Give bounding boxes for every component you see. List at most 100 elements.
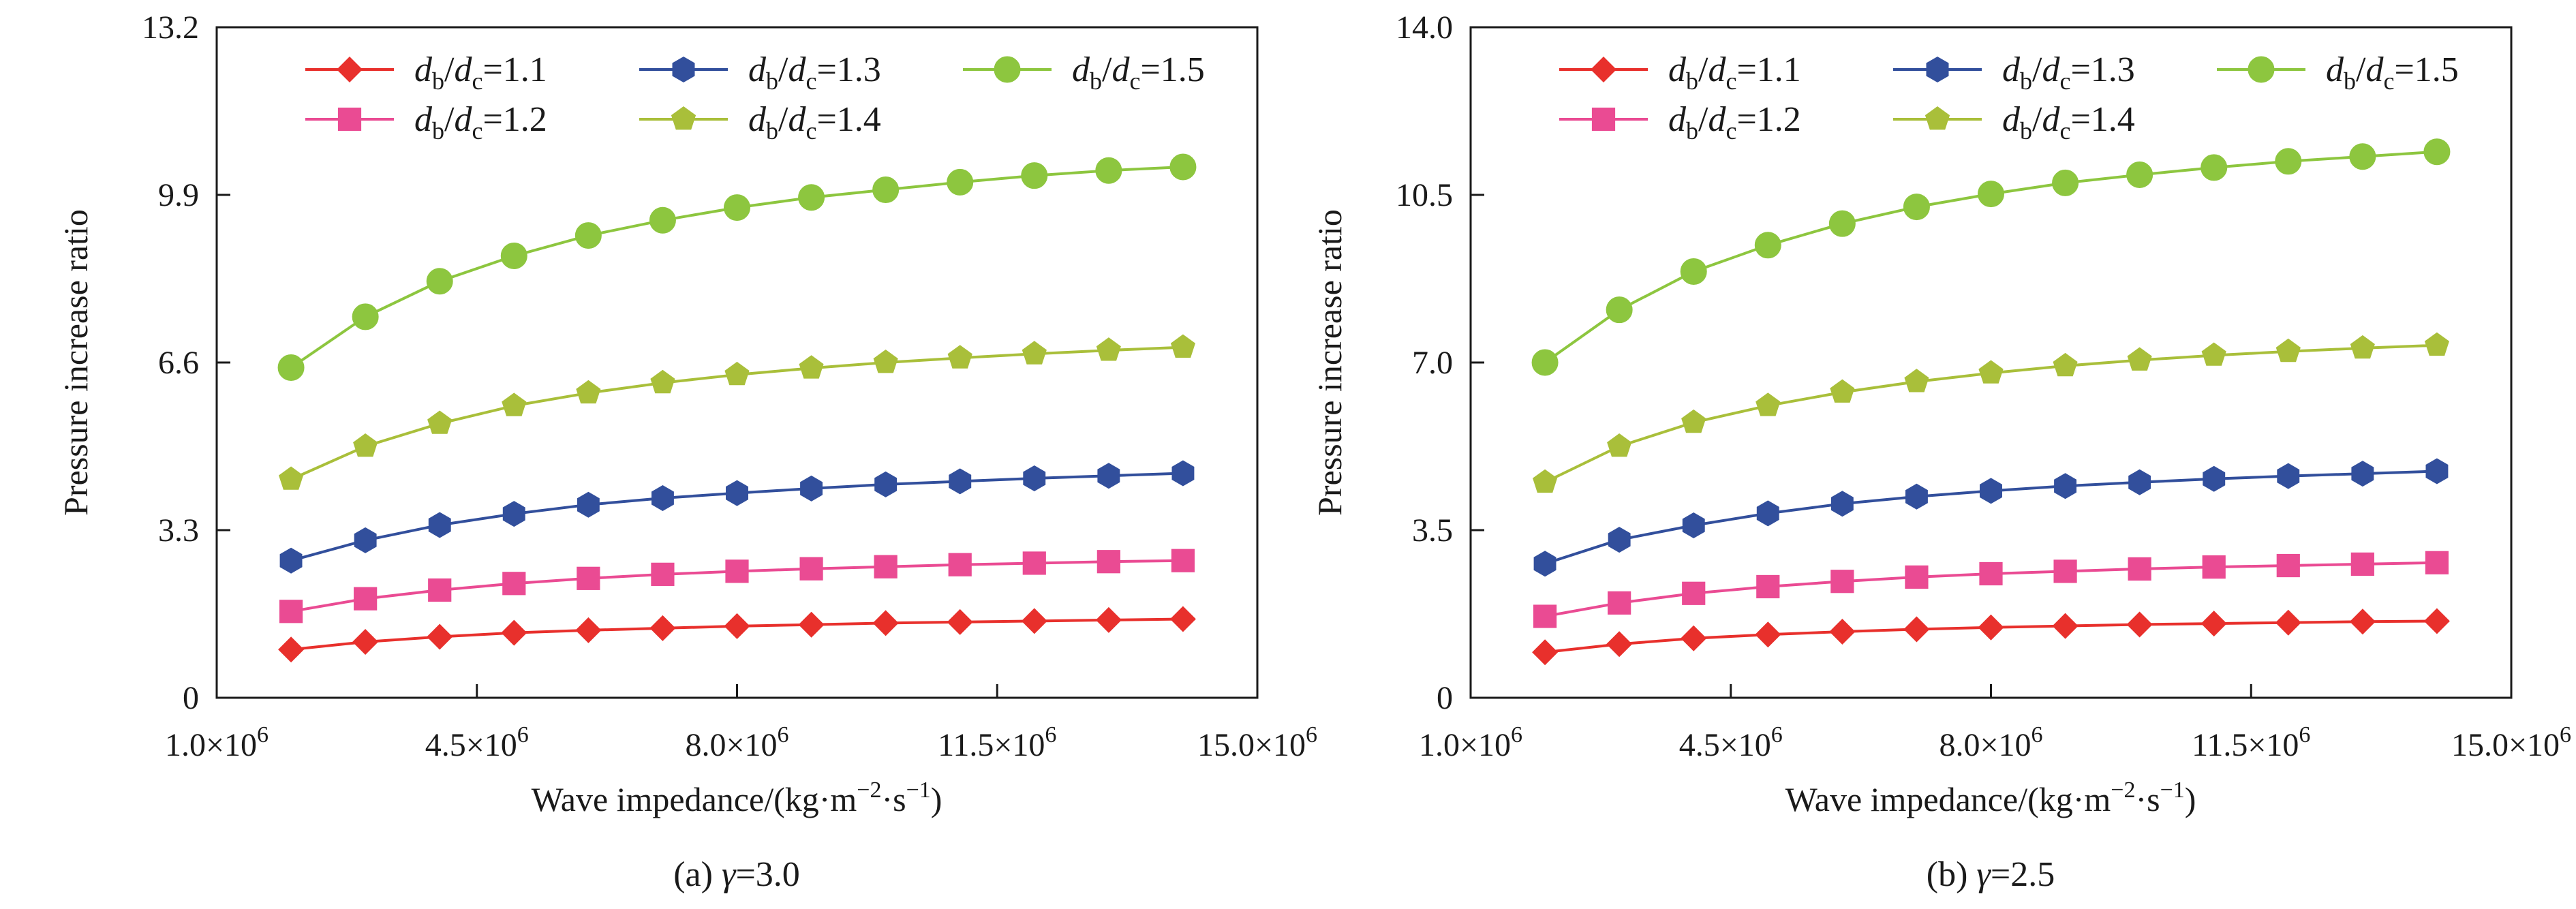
- panel-a-series-db-dc-1-1-point: [1021, 608, 1047, 634]
- panel-b-legend-entry-db-dc-1-2-label: db/dc=1.2: [1668, 100, 1801, 144]
- panel-a-legend-entry-db-dc-1-3-label-d1: d: [748, 50, 767, 89]
- panel-a-y-tick-label: 0: [183, 680, 199, 716]
- panel-b-series-db-dc-1-2-point: [2425, 551, 2449, 574]
- panel-a-legend-entry-db-dc-1-2-label: db/dc=1.2: [414, 100, 547, 144]
- panel-a-x-axis-title-exp2: −1: [906, 777, 931, 803]
- panel-b-series-db-dc-1-3-point: [1756, 500, 1779, 527]
- panel-a-x-tick-label: 8.0×106: [685, 722, 788, 763]
- panel-a-series-db-dc-1-5-point: [649, 206, 676, 234]
- panel-b-series-db-dc-1-3-point: [1830, 491, 1854, 517]
- panel-b-x-axis-title-exp2: −1: [2160, 777, 2185, 803]
- panel-a-series-db-dc-1-1-point: [1095, 606, 1122, 633]
- panel-b-series-db-dc-1-4-point: [2275, 338, 2301, 363]
- panel-b-x-tick-exponent: 6: [2031, 722, 2043, 748]
- panel-b-series-db-dc-1-4-point: [1533, 469, 1558, 493]
- panel-b-series-db-dc-1-5-point: [2275, 148, 2302, 175]
- panel-b-legend-entry-db-dc-1-1-marker: [1591, 57, 1616, 82]
- panel-b-series-db-dc-1-1-point: [2349, 608, 2376, 635]
- panel-a-series-db-dc-1-3-point: [651, 485, 674, 511]
- panel-b-y-tick-label: 0: [1437, 680, 1453, 716]
- panel-b-x-axis-title-exp1: −2: [2111, 777, 2135, 803]
- panel-a-series-db-dc-1-2-point: [874, 555, 898, 579]
- panel-a-series-db-dc-1-2-point: [577, 566, 600, 590]
- panel-a-legend-entry-db-dc-1-5-label-sub-b: b: [1090, 67, 1102, 95]
- panel-b-series-db-dc-1-4-point: [1978, 360, 2004, 384]
- panel-b-legend-entry-db-dc-1-3: db/dc=1.3: [1893, 50, 2135, 95]
- panel-b-series-db-dc-1-4-point: [2053, 352, 2078, 377]
- panel-a-series-db-dc-1-2-point: [725, 559, 749, 583]
- panel-a-x-tick-mantissa: 1.0×10: [165, 727, 257, 763]
- panel-a-legend-entry-db-dc-1-1-label: db/dc=1.1: [414, 50, 547, 95]
- panel-a-caption-value: =3.0: [735, 855, 799, 894]
- panel-b-legend-entry-db-dc-1-3-label-value: =1.3: [2070, 50, 2134, 89]
- panel-b-series-db-dc-1-5-point: [1754, 232, 1781, 259]
- panel-b-legend-entry-db-dc-1-5-label-d1: d: [2326, 50, 2344, 89]
- panel-a-series-db-dc-1-2-point: [502, 572, 526, 596]
- panel-a-legend-entry-db-dc-1-5-label-value: =1.5: [1140, 50, 1204, 89]
- panel-a-x-tick-exponent: 6: [257, 722, 269, 748]
- panel-b-series-db-dc-1-1-point: [1681, 625, 1707, 651]
- panel-b-x-tick-mantissa: 8.0×10: [1939, 727, 2031, 763]
- panel-a-x-tick-label: 4.5×106: [425, 722, 529, 763]
- panel-b: 1.0×106 4.5×106 8.0×106 11.5×106 15.0×10603.…: [1310, 10, 2571, 894]
- panel-b-x-tick-mantissa: 1.0×10: [1419, 727, 1511, 763]
- panel-a-series-db-dc-1-3-point: [1023, 465, 1046, 491]
- panel-a-legend-entry-db-dc-1-2-label-slash: /: [444, 100, 455, 139]
- panel-a-series-db-dc-1-3-point: [1097, 463, 1120, 489]
- panel-a-series-db-dc-1-4-point: [873, 350, 898, 373]
- panel-b-legend: db/dc=1.1db/dc=1.2db/dc=1.3db/dc=1.4db/d…: [1559, 50, 2459, 144]
- panel-b-series-db-dc-1-1-point: [1606, 631, 1633, 658]
- panel-b-series-db-dc-1-4-point: [1755, 392, 1781, 416]
- panel-a-series-db-dc-1-5-point: [947, 168, 974, 196]
- panel-a-series-db-dc-1-2: [279, 549, 1195, 623]
- panel-b-legend-entry-db-dc-1-3-label-sub-c: c: [2059, 67, 2070, 95]
- panel-b-legend-entry-db-dc-1-2-label-d2: d: [1708, 100, 1726, 139]
- panel-b-series-db-dc-1-1-point: [1755, 621, 1781, 648]
- panel-b-series-db-dc-1-1: [1532, 608, 2450, 666]
- panel-b-legend-entry-db-dc-1-4-label-value: =1.4: [2070, 100, 2134, 139]
- panel-b-legend-entry-db-dc-1-2-label-sub-b: b: [1686, 117, 1698, 144]
- panel-a-series-db-dc-1-4: [279, 334, 1195, 490]
- panel-a-series-db-dc-1-3-point: [354, 527, 377, 553]
- panel-b-legend-entry-db-dc-1-1-label-slash: /: [1698, 50, 1708, 89]
- panel-b-series-db-dc-1-1-point: [2275, 609, 2301, 636]
- panel-b-series-db-dc-1-5-point: [1828, 210, 1856, 237]
- panel-a-series-db-dc-1-3-point: [874, 471, 898, 497]
- panel-a-legend-entry-db-dc-1-1-label-d1: d: [414, 50, 433, 89]
- panel-b-series-db-dc-1-5-point: [2201, 154, 2228, 181]
- panel-b-series-db-dc-1-2-point: [1830, 570, 1854, 594]
- panel-b-series-db-dc-1-1-point: [1829, 619, 1856, 645]
- panel-b-series-db-dc-1-3-point: [2425, 458, 2449, 484]
- panel-b-series-db-dc-1-4-point: [2424, 332, 2449, 356]
- panel-b-caption: (b) γ=2.5: [1927, 855, 2055, 894]
- panel-a-series-db-dc-1-5-point: [574, 222, 602, 249]
- panel-b-legend-entry-db-dc-1-5-label-sub-b: b: [2344, 67, 2356, 95]
- panel-b-legend-entry-db-dc-1-4-label-d2: d: [2042, 100, 2060, 139]
- panel-b-y-tick-label: 7.0: [1412, 345, 1453, 381]
- panel-a-series-db-dc-1-1-point: [649, 615, 676, 641]
- panel-b-series-db-dc-1-4: [1533, 332, 2449, 493]
- panel-a-legend-entry-db-dc-1-1-label-sub-b: b: [432, 67, 444, 95]
- panel-b-legend-entry-db-dc-1-5-label-value: =1.5: [2394, 50, 2458, 89]
- panel-a-x-axis-title-main: Wave impedance/(kg·m: [532, 780, 857, 818]
- panel-a-legend-entry-db-dc-1-4-label-d1: d: [748, 100, 767, 139]
- panel-b-legend-entry-db-dc-1-2: db/dc=1.2: [1559, 100, 1801, 144]
- panel-b-series-db-dc-1-2-point: [1756, 574, 1780, 599]
- panel-a-legend-entry-db-dc-1-5-label: db/dc=1.5: [1072, 50, 1205, 95]
- panel-a-series-db-dc-1-3: [279, 460, 1195, 574]
- panel-b-series-db-dc-1-5-point: [2052, 169, 2079, 196]
- panel-a-series-db-dc-1-2-point: [1022, 551, 1046, 575]
- panel-a-legend-entry-db-dc-1-3-label-sub-b: b: [766, 67, 778, 95]
- panel-a-legend-entry-db-dc-1-5-label-d1: d: [1072, 50, 1090, 89]
- panel-a-series-db-dc-1-1-point: [427, 623, 453, 650]
- panel-a-x-axis-title: Wave impedance/(kg·m−2·s−1): [532, 777, 942, 818]
- panel-b-legend-entry-db-dc-1-5: db/dc=1.5: [2217, 50, 2459, 95]
- panel-b-series-db-dc-1-2-point: [1682, 581, 1706, 605]
- panel-a-series-db-dc-1-1-point: [947, 608, 973, 635]
- panel-a-legend-entry-db-dc-1-4-label-sub-b: b: [766, 117, 778, 144]
- panel-a-legend-entry-db-dc-1-3-label-sub-c: c: [806, 67, 816, 95]
- panel-b-legend-entry-db-dc-1-5-label-sub-c: c: [2383, 67, 2394, 95]
- panel-a-caption-prefix: (a): [673, 855, 722, 894]
- panel-a-series-db-dc-1-1-point: [724, 613, 750, 639]
- panel-a-x-tick-mantissa: 15.0×10: [1197, 727, 1306, 763]
